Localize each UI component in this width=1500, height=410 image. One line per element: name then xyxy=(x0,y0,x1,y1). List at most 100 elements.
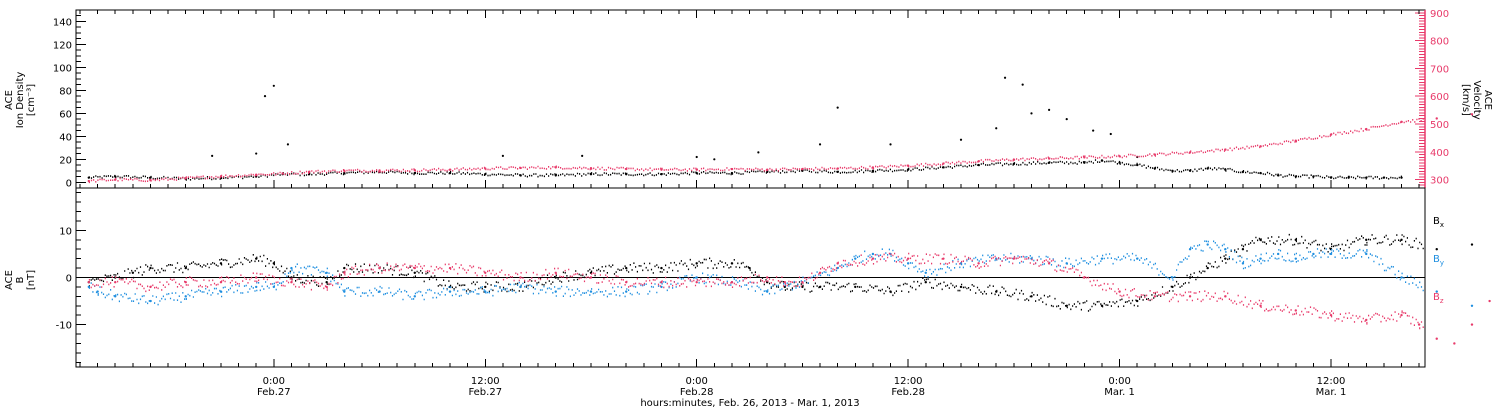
bz-series-point xyxy=(1470,323,1474,326)
bx-series xyxy=(87,233,1474,312)
ion-density-series-outlier xyxy=(1021,83,1024,86)
bz-series-trace xyxy=(88,252,1424,330)
by-series-point xyxy=(448,290,452,293)
x-tick-time: 12:00 xyxy=(1317,376,1346,387)
ion-density-series-outlier xyxy=(995,127,998,130)
ion-density-series-outlier xyxy=(757,151,760,154)
bz-series-point xyxy=(1259,304,1262,307)
by-series-trace xyxy=(88,240,1424,306)
by-series-point xyxy=(924,271,927,274)
x-axis-title: hours:minutes, Feb. 26, 2013 - Mar. 1, 2… xyxy=(640,398,859,409)
ion-density-series-outlier xyxy=(1065,117,1068,121)
by-series-point xyxy=(625,290,628,293)
ion-density-series-outlier xyxy=(713,158,716,161)
bz-series-point xyxy=(1012,257,1016,260)
ion-density-series-outlier xyxy=(889,143,892,146)
by-series-point xyxy=(255,285,258,289)
by-series-point xyxy=(1470,304,1474,307)
ion-density-series-outlier xyxy=(959,138,963,141)
velocity-tick-label: 900 xyxy=(1430,9,1449,20)
bz-series-point xyxy=(906,257,910,260)
bx-series-point xyxy=(660,266,663,270)
bx-series-point xyxy=(1241,248,1245,251)
bx-series-point xyxy=(131,271,135,274)
by-series-point xyxy=(554,290,557,293)
bx-series-point xyxy=(1224,257,1227,260)
by-series-point xyxy=(1276,252,1280,256)
bz-series-point xyxy=(87,281,91,284)
bz-series-point xyxy=(1153,295,1157,298)
bz-series-point xyxy=(1488,299,1491,303)
by-series-point xyxy=(871,252,875,256)
bfield-tick-label: -10 xyxy=(56,321,72,332)
x-tick-time: 0:00 xyxy=(1108,376,1130,387)
bx-series-point xyxy=(924,281,927,284)
ion-density-series-outlier xyxy=(263,95,267,98)
bx-series-point xyxy=(325,281,328,284)
by-series-point xyxy=(1365,252,1368,256)
x-tick-date: Feb.27 xyxy=(257,387,291,398)
bx-series-point xyxy=(959,285,963,289)
bz-series xyxy=(87,252,1491,345)
density-tick-label: 40 xyxy=(59,132,72,143)
velocity-tick-label: 600 xyxy=(1430,92,1449,103)
by-series-point xyxy=(184,295,187,298)
by-series-point xyxy=(1224,248,1227,251)
bz-series-point xyxy=(1417,323,1421,326)
velocity-axis-title: ACEVelocity[km/s] xyxy=(1460,80,1493,119)
bx-series-point xyxy=(413,271,416,274)
density-tick-label: 100 xyxy=(53,63,72,74)
bfield-axis-title: ACEB[nT] xyxy=(4,270,37,290)
velocity-tick-label: 800 xyxy=(1430,37,1449,48)
ion-density-series-outlier xyxy=(1003,76,1007,79)
bfield-tick-label: 0 xyxy=(66,274,72,285)
ion-density-series-outlier xyxy=(1030,112,1033,115)
bz-series-point xyxy=(554,271,557,274)
velocity-tick-label: 700 xyxy=(1430,64,1449,75)
bz-series-point xyxy=(1453,342,1456,345)
velocity-series-point xyxy=(1435,117,1438,120)
bx-series-point xyxy=(343,266,346,270)
by-series-point xyxy=(1100,257,1104,260)
bz-series-point xyxy=(783,281,786,284)
bz-series-point xyxy=(1118,290,1121,293)
by-series-point xyxy=(413,295,416,298)
legend-bz: Bz xyxy=(1433,292,1444,305)
velocity-series-point xyxy=(1470,113,1474,116)
bx-series-point xyxy=(625,266,628,270)
by-series-point xyxy=(906,262,910,265)
bx-series-point xyxy=(854,285,857,289)
ion-density-series-outlier xyxy=(272,84,275,87)
bz-series-point xyxy=(114,281,117,284)
velocity-series xyxy=(87,113,1474,184)
by-series-point xyxy=(1259,257,1262,260)
bz-series-point xyxy=(519,276,522,279)
x-tick-date: Mar. 1 xyxy=(1316,387,1347,398)
bz-series-point xyxy=(1188,295,1192,298)
bx-series-point xyxy=(484,285,487,289)
bz-series-point xyxy=(871,257,875,260)
velocity-tick-label: 500 xyxy=(1430,120,1449,131)
density-tick-label: 0 xyxy=(66,178,72,189)
legend-bx: Bx xyxy=(1433,216,1444,229)
bx-series-point xyxy=(695,262,698,265)
ion-density-series-outlier xyxy=(1109,132,1112,136)
density-tick-label: 60 xyxy=(59,109,72,120)
ion-density-series-outlier xyxy=(501,154,504,157)
by-series-point xyxy=(1241,262,1245,265)
bz-series-point xyxy=(1435,337,1438,340)
density-axis-title: ACEIon Density[cm⁻³] xyxy=(4,72,37,129)
ion-density-series-outlier xyxy=(255,152,258,155)
by-series-point xyxy=(1206,243,1209,246)
x-tick-date: Feb.28 xyxy=(891,387,925,398)
ion-density-series-outlier xyxy=(1092,129,1095,132)
bz-series-point xyxy=(1294,309,1297,312)
ion-density-series-outlier xyxy=(818,143,822,146)
density-panel-frame xyxy=(75,9,1426,189)
by-series-point xyxy=(1435,290,1438,293)
density-tick-label: 80 xyxy=(59,86,72,97)
bz-series-point xyxy=(1047,262,1051,265)
density-tick-label: 120 xyxy=(53,40,72,51)
x-tick-time: 0:00 xyxy=(685,376,707,387)
x-tick-date: Feb.28 xyxy=(680,387,714,398)
